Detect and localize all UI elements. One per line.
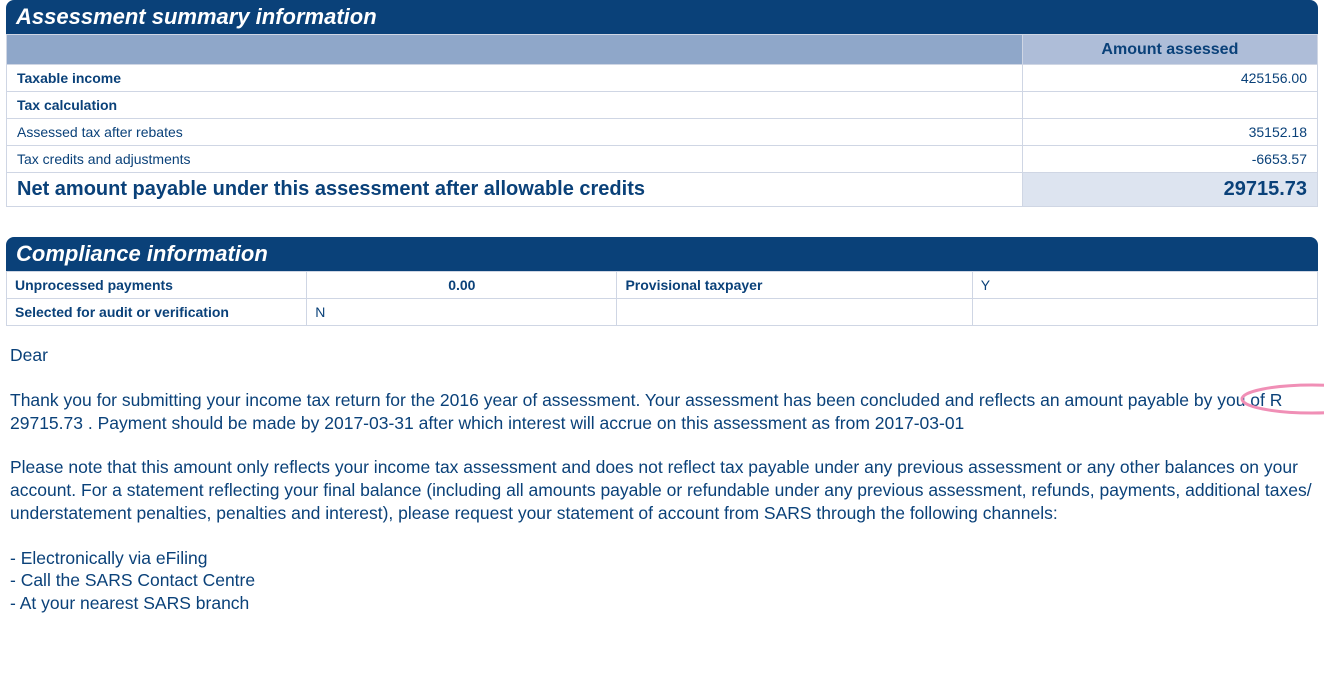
letter-paragraph-2: Please note that this amount only reflec… xyxy=(10,456,1314,524)
compliance-info-table: Unprocessed payments 0.00 Provisional ta… xyxy=(6,271,1318,326)
net-amount-value: 29715.73 xyxy=(1022,173,1317,207)
assessment-subheader-row: Amount assessed xyxy=(7,35,1318,65)
net-amount-label: Net amount payable under this assessment… xyxy=(7,173,1023,207)
letter-salutation: Dear xyxy=(10,344,1314,367)
letter-p1a: Thank you for submitting your income tax… xyxy=(10,390,1250,410)
compliance-row-1: Unprocessed payments 0.00 Provisional ta… xyxy=(7,272,1318,299)
letter-body: Dear Thank you for submitting your incom… xyxy=(6,326,1318,615)
row-net-amount: Net amount payable under this assessment… xyxy=(7,173,1318,207)
unprocessed-payments-value: 0.00 xyxy=(307,272,617,299)
tax-calculation-label: Tax calculation xyxy=(7,92,1023,119)
tax-calculation-value xyxy=(1022,92,1317,119)
channel-branch: - At your nearest SARS branch xyxy=(10,592,1314,615)
document-root: Assessment summary information Amount as… xyxy=(0,0,1324,615)
compliance-blank-2 xyxy=(972,299,1317,326)
letter-p1b: Payment should be made by 2017-03-31 aft… xyxy=(93,413,965,433)
assessment-subheader-blank xyxy=(7,35,1023,65)
amount-assessed-col-header: Amount assessed xyxy=(1022,35,1317,65)
row-taxable-income: Taxable income 425156.00 xyxy=(7,65,1318,92)
assessment-summary-table: Amount assessed Taxable income 425156.00… xyxy=(6,34,1318,207)
taxable-income-value: 425156.00 xyxy=(1022,65,1317,92)
provisional-taxpayer-label: Provisional taxpayer xyxy=(617,272,972,299)
compliance-info-header: Compliance information xyxy=(6,237,1318,271)
channel-contact-centre: - Call the SARS Contact Centre xyxy=(10,569,1314,592)
assessment-summary-header: Assessment summary information xyxy=(6,0,1318,34)
row-tax-credits: Tax credits and adjustments -6653.57 xyxy=(7,146,1318,173)
row-assessed-tax: Assessed tax after rebates 35152.18 xyxy=(7,119,1318,146)
tax-credits-value: -6653.57 xyxy=(1022,146,1317,173)
channel-efiling: - Electronically via eFiling xyxy=(10,547,1314,570)
tax-credits-label: Tax credits and adjustments xyxy=(7,146,1023,173)
selected-for-audit-value: N xyxy=(307,299,617,326)
row-tax-calculation: Tax calculation xyxy=(7,92,1318,119)
unprocessed-payments-label: Unprocessed payments xyxy=(7,272,307,299)
taxable-income-label: Taxable income xyxy=(7,65,1023,92)
provisional-taxpayer-value: Y xyxy=(972,272,1317,299)
assessed-tax-value: 35152.18 xyxy=(1022,119,1317,146)
selected-for-audit-label: Selected for audit or verification xyxy=(7,299,307,326)
letter-channel-list: - Electronically via eFiling - Call the … xyxy=(10,547,1314,615)
compliance-row-2: Selected for audit or verification N xyxy=(7,299,1318,326)
letter-paragraph-1: Thank you for submitting your income tax… xyxy=(10,389,1314,435)
compliance-blank-1 xyxy=(617,299,972,326)
assessed-tax-label: Assessed tax after rebates xyxy=(7,119,1023,146)
